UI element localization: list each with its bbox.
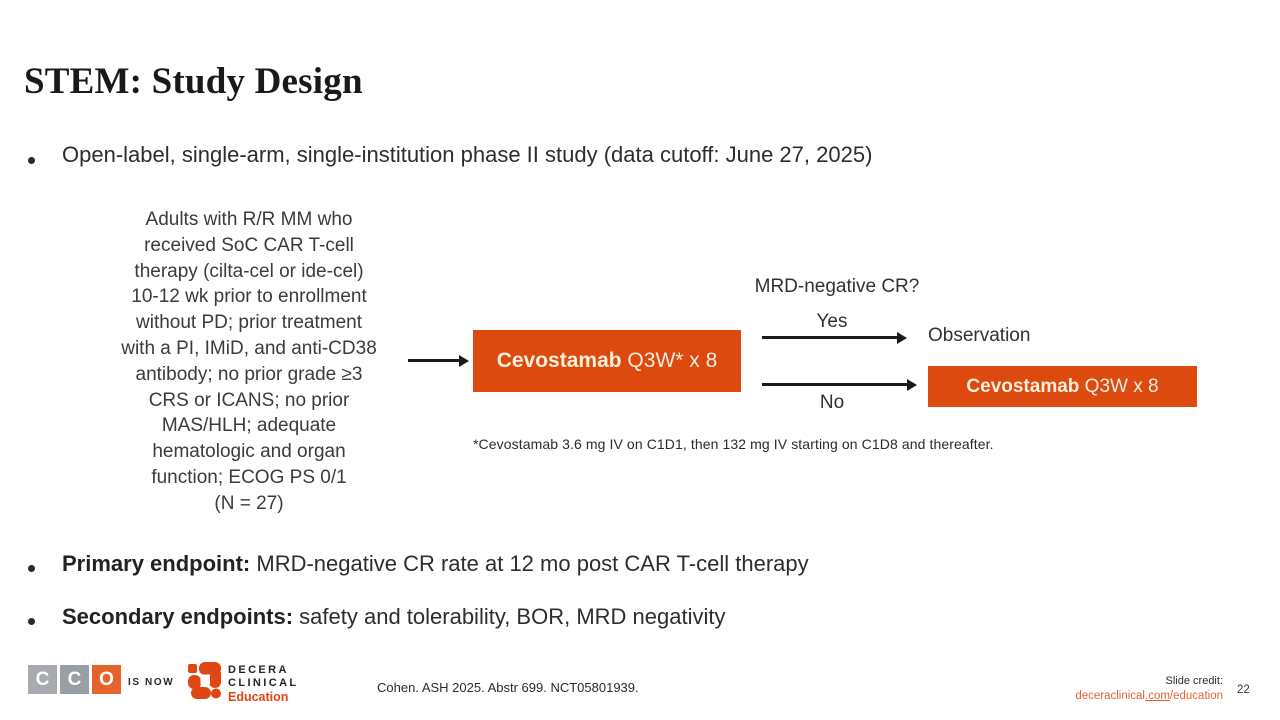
yes-arrow xyxy=(762,336,898,339)
cco-logo: C C O xyxy=(28,665,121,694)
bullet-dot xyxy=(28,618,35,625)
bullet-dot xyxy=(28,565,35,572)
intro-bullet: Open-label, single-arm, single-instituti… xyxy=(62,142,873,167)
cco-logo-letter: C xyxy=(28,665,57,694)
secondary-endpoints-text: safety and tolerability, BOR, MRD negati… xyxy=(293,604,726,629)
bullet-dot xyxy=(28,157,35,164)
citation: Cohen. ASH 2025. Abstr 699. NCT05801939. xyxy=(377,680,639,695)
primary-endpoint-text: MRD-negative CR rate at 12 mo post CAR T… xyxy=(250,551,809,576)
no-arrow xyxy=(762,383,908,386)
page-number: 22 xyxy=(1237,684,1250,696)
yes-label: Yes xyxy=(816,311,848,332)
decision-label: MRD-negative CR? xyxy=(754,276,920,297)
decera-word-1: DECERA xyxy=(228,664,289,676)
secondary-endpoints: Secondary endpoints: safety and tolerabi… xyxy=(62,604,1242,630)
dosing-footnote: *Cevostamab 3.6 mg IV on C1D1, then 132 … xyxy=(473,436,994,452)
no-outcome-box: Cevostamab Q3W x 8 xyxy=(928,366,1197,407)
credit-link-path: /education xyxy=(1169,689,1223,702)
yes-outcome: Observation xyxy=(928,325,1031,346)
credit-link-domain: deceraclinical xyxy=(1075,689,1145,702)
page-title: STEM: Study Design xyxy=(24,61,363,102)
treatment-regimen: Q3W* x 8 xyxy=(621,349,718,372)
secondary-endpoints-label: Secondary endpoints: xyxy=(62,604,294,629)
cco-logo-letter: O xyxy=(92,665,121,694)
entry-arrow xyxy=(408,359,460,362)
primary-endpoint-label: Primary endpoint: xyxy=(62,551,251,576)
decera-logo-icon xyxy=(188,662,221,704)
primary-endpoint: Primary endpoint: MRD-negative CR rate a… xyxy=(62,551,1242,577)
no-outcome-drug-name: Cevostamab xyxy=(966,375,1080,397)
slide-credit-label: Slide credit: xyxy=(1165,675,1223,687)
slide-credit: Slide credit: deceraclinical.com/educati… xyxy=(1075,674,1223,703)
decera-word-3: Education xyxy=(228,690,289,704)
no-outcome-regimen: Q3W x 8 xyxy=(1079,375,1159,397)
decera-word-2: CLINICAL xyxy=(228,676,299,689)
treatment-box: Cevostamab Q3W* x 8 xyxy=(473,330,741,392)
cco-logo-letter: C xyxy=(60,665,89,694)
no-label: No xyxy=(819,392,845,413)
decera-logo-text: DECERA CLINICAL Education xyxy=(228,664,299,704)
slide-credit-link[interactable]: deceraclinical.com/education xyxy=(1075,689,1223,704)
credit-link-tld: .com xyxy=(1145,689,1170,702)
eligibility-criteria: Adults with R/R MM who received SoC CAR … xyxy=(121,209,377,514)
is-now-label: IS NOW xyxy=(128,677,175,688)
treatment-drug-name: Cevostamab xyxy=(496,349,622,372)
